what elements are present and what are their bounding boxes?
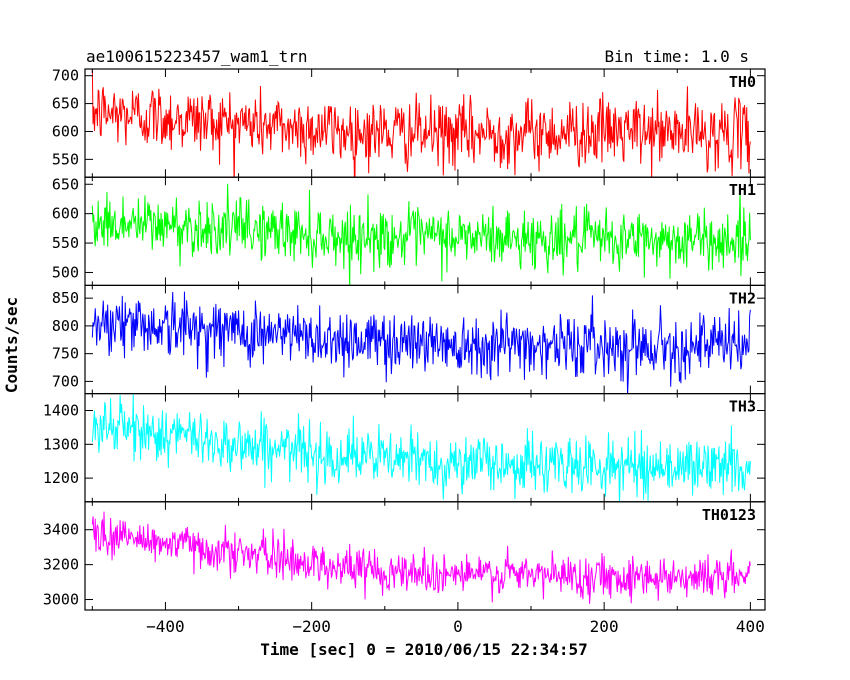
y-tick-label: 800 [52,317,79,335]
x-tick-label: −200 [292,617,331,636]
x-tick-label: 400 [736,617,765,636]
panel-label: TH3 [729,398,756,416]
chart-title: ae100615223457_wam1_trn [86,47,308,66]
y-tick-label: 550 [52,150,79,168]
y-tick-label: 700 [52,372,79,390]
y-tick-label: 550 [52,234,79,252]
panel-th1: 500 550 600 650 TH1 [52,175,766,286]
y-tick-label: 1200 [43,469,79,487]
x-tick-label: −400 [146,617,185,636]
y-tick-label: 600 [52,205,79,223]
series-th3 [91,394,751,502]
y-tick-label: 850 [52,289,79,307]
series-th2 [91,291,751,394]
series-th0 [91,69,751,178]
x-tick-label: 0 [453,617,463,636]
y-tick-label: 3400 [43,521,79,539]
panels-group: 550 600 650 700 TH0 500 550 600 650 TH1 700 750 800 8… [43,67,766,611]
y-tick-label: 750 [52,345,79,363]
bin-time-label: Bin time: 1.0 s [605,47,750,66]
y-tick-label: 700 [52,67,79,85]
x-tick-label: 200 [590,617,619,636]
panel-th0123: 3000 3200 3400 TH0123 [43,501,766,611]
y-tick-label: 1400 [43,402,79,420]
x-axis: −400 −200 0 200 400 [146,617,765,636]
panel-label: TH0123 [702,506,756,524]
y-tick-label: 3000 [43,591,79,609]
y-tick-label: 3200 [43,556,79,574]
y-tick-label: 650 [52,175,79,193]
panel-frame [84,393,766,503]
panel-frame [84,501,766,611]
y-tick-label: 500 [52,263,79,281]
panel-th2: 700 750 800 850 TH2 [52,284,766,395]
y-tick-label: 650 [52,95,79,113]
y-tick-label: 1300 [43,435,79,453]
panel-label: TH1 [729,181,756,199]
panel-th0: 550 600 650 700 TH0 [52,67,766,178]
y-tick-label: 600 [52,122,79,140]
series-th0123 [91,511,751,604]
y-axis-label: Counts/sec [2,297,21,393]
panel-label: TH0 [729,73,756,91]
x-axis-label: Time [sec] 0 = 2010/06/15 22:34:57 [260,640,588,659]
panel-th3: 1200 1300 1400 TH3 [43,393,766,503]
panel-label: TH2 [729,289,756,307]
series-th1 [91,183,751,286]
